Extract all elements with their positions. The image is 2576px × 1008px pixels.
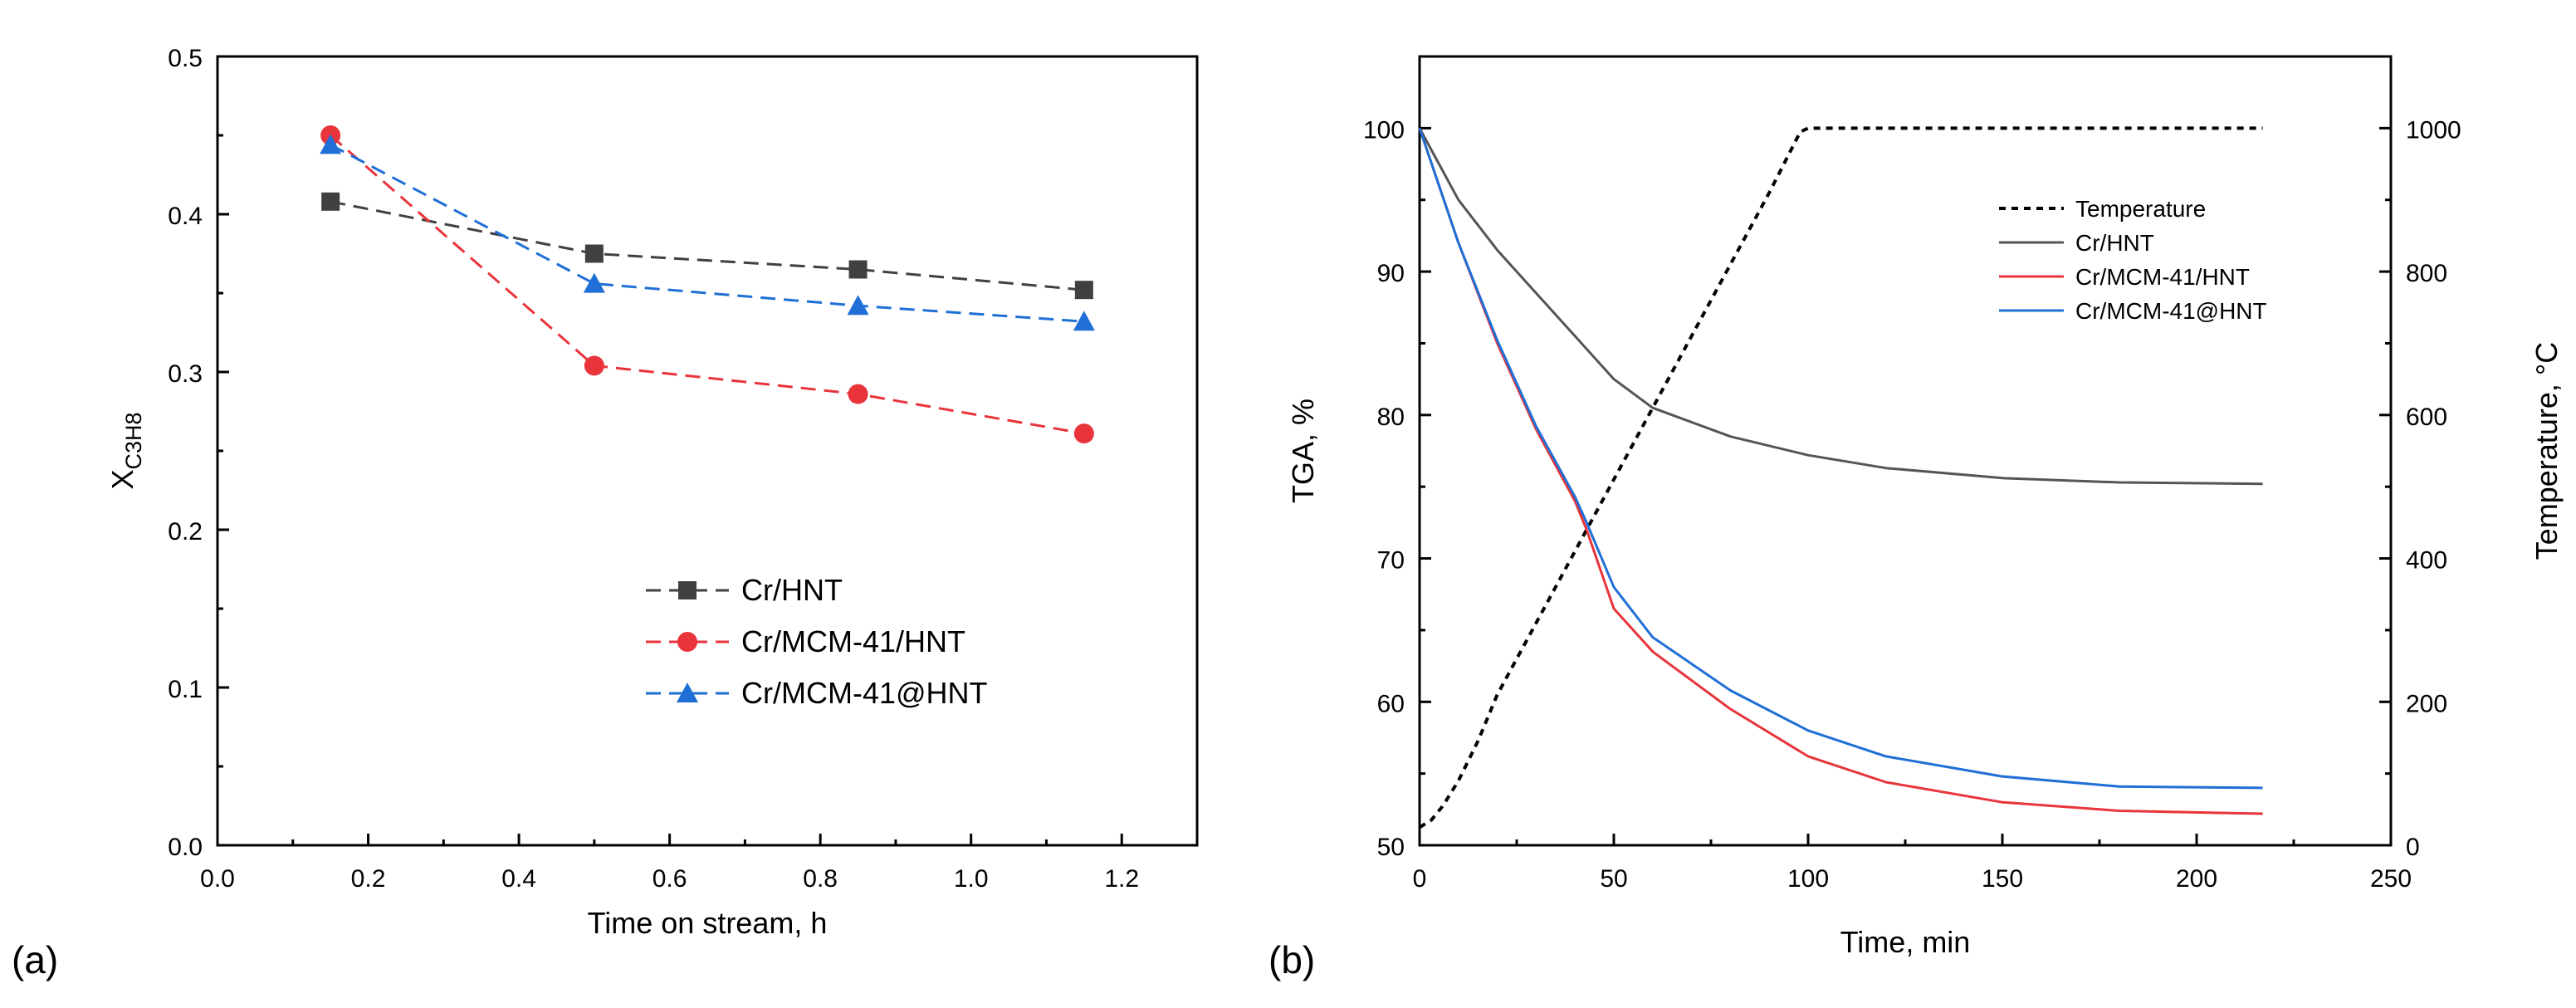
x-tick-label: 1.2 <box>1104 865 1139 893</box>
right-y-tick-label: 0 <box>2406 834 2420 861</box>
data-point-circle <box>1073 423 1094 444</box>
data-point-triangle <box>1073 311 1095 331</box>
data-point-triangle <box>583 272 605 293</box>
panel-b-right-y-axis-label: Temperature, °C <box>2530 342 2564 560</box>
legend-label-cr-hnt: Cr/HNT <box>741 573 843 607</box>
legend-label-b-cr-mcm41-at-hnt: Cr/MCM-41@HNT <box>2075 298 2267 324</box>
x-tick-label: 0.6 <box>653 865 687 893</box>
data-point-square <box>584 244 604 263</box>
right-y-tick-label: 400 <box>2406 547 2447 575</box>
legend-label-b-cr-hnt: Cr/HNT <box>2075 230 2154 256</box>
x-tick-label: 250 <box>2370 865 2412 893</box>
right-y-tick-label: 200 <box>2406 690 2447 717</box>
panel-a-axes-frame <box>216 55 1199 847</box>
panel-a-y-axis-label: XC3H8 <box>105 412 146 489</box>
x-tick-label: 0 <box>1413 865 1427 893</box>
y-tick-label: 100 <box>1363 116 1405 144</box>
y-tick-label: 0.4 <box>168 203 203 230</box>
right-y-tick-label: 800 <box>2406 260 2447 287</box>
legend-label-b-cr-mcm41-hnt: Cr/MCM-41/HNT <box>2075 264 2250 290</box>
series-curve-0 <box>1418 126 2263 829</box>
panel-b-legend: Temperature Cr/HNT Cr/MCM-41/HNT Cr/MCM-… <box>1999 196 2267 324</box>
legend-label-cr-mcm41-hnt: Cr/MCM-41/HNT <box>741 624 965 658</box>
series-line-2 <box>330 144 1084 323</box>
legend-marker-triangle <box>677 683 698 702</box>
data-point-square <box>1074 281 1093 300</box>
panel-a-chart: 0.0 0.2 0.4 0.6 0.8 1.0 1.2 0.0 0.1 0.2 0.3 0.4 0.5… <box>12 45 1199 981</box>
x-tick-label: 0.2 <box>351 865 386 893</box>
data-point-circle <box>848 384 868 404</box>
y-tick-label: 0.1 <box>168 676 203 703</box>
panel-a-y-ticks: 0.0 0.1 0.2 0.3 0.4 0.5 <box>168 45 229 861</box>
right-y-tick-label: 1000 <box>2406 116 2461 144</box>
series-curve-1 <box>1418 127 2263 486</box>
legend-marker-square <box>678 581 697 599</box>
data-point-square <box>321 192 340 211</box>
y-tick-label: 50 <box>1377 834 1405 861</box>
series-line-0 <box>330 200 1084 291</box>
x-tick-label: 1.0 <box>954 865 989 893</box>
x-tick-label: 0.0 <box>200 865 235 893</box>
legend-marker-circle <box>677 632 697 652</box>
panel-b-x-axis-label: Time, min <box>1840 925 1971 959</box>
data-point-triangle <box>847 295 869 316</box>
legend-label-temperature: Temperature <box>2075 196 2206 222</box>
panel-a-legend: Cr/HNT Cr/MCM-41/HNT Cr/MCM-41@HNT <box>646 573 988 710</box>
y-tick-label: 0.2 <box>168 518 203 546</box>
y-tick-label: 70 <box>1377 547 1405 575</box>
panel-b-chart: 0 50 100 150 200 250 50 60 70 80 90 100 0 200 400 600… <box>1268 55 2564 981</box>
data-point-square <box>848 260 868 279</box>
x-tick-label: 50 <box>1600 865 1627 893</box>
panel-b-x-ticks: 0 50 100 150 200 250 <box>1413 834 2412 893</box>
legend-label-cr-mcm41-at-hnt: Cr/MCM-41@HNT <box>741 676 988 710</box>
data-point-circle <box>584 355 604 376</box>
x-tick-label: 100 <box>1787 865 1829 893</box>
y-tick-label: 0.5 <box>168 45 203 72</box>
y-tick-label: 90 <box>1377 260 1405 287</box>
data-point-triangle <box>320 134 342 154</box>
panel-b-left-y-ticks: 50 60 70 80 90 100 <box>1363 116 1431 861</box>
y-tick-label: 80 <box>1377 404 1405 431</box>
y-tick-label: 60 <box>1377 690 1405 717</box>
panel-a-x-ticks: 0.0 0.2 0.4 0.6 0.8 1.0 1.2 <box>200 834 1199 893</box>
x-tick-label: 150 <box>1982 865 2023 893</box>
y-tick-label: 0.3 <box>168 360 203 388</box>
panel-b-label: (b) <box>1268 938 1315 981</box>
x-tick-label: 0.4 <box>501 865 536 893</box>
x-tick-label: 200 <box>2176 865 2217 893</box>
panel-b-axes-frame <box>1418 55 2393 847</box>
right-y-tick-label: 600 <box>2406 404 2447 431</box>
panel-a-x-axis-label: Time on stream, h <box>588 906 828 940</box>
panel-b-right-y-ticks: 0 200 400 600 800 1000 <box>2379 116 2461 861</box>
panel-a-series <box>320 125 1095 444</box>
x-tick-label: 0.8 <box>803 865 838 893</box>
series-curve-3 <box>1418 127 2263 790</box>
panel-a-y-axis-label-main: X <box>105 470 139 490</box>
series-line-1 <box>330 134 1085 435</box>
panel-b-series <box>1418 126 2263 829</box>
y-tick-label: 0.0 <box>168 834 203 861</box>
panel-a-y-axis-label-sub: C3H8 <box>121 412 146 469</box>
panel-b-left-y-axis-label: TGA, % <box>1286 399 1320 503</box>
panel-a-label: (a) <box>12 938 58 981</box>
